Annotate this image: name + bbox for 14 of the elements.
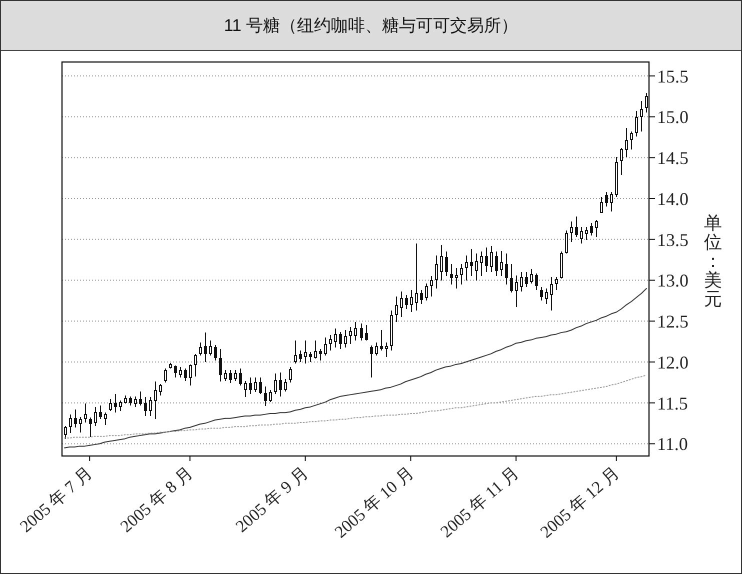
y-tick-label: 11.0: [657, 434, 688, 454]
line-series: [64, 374, 647, 439]
y-tick-label: 15.5: [657, 66, 688, 86]
y-tick-label: 15.0: [657, 107, 688, 128]
y-tick-label: 13.5: [657, 230, 688, 250]
y-tick-label: 14.0: [657, 188, 688, 209]
y-axis-title: 单位：美元: [703, 213, 723, 309]
line-series: [64, 288, 647, 448]
chart-title: 11 号糖（纽约咖啡、糖与可可交易所）: [1, 1, 741, 51]
y-tick-label: 12.5: [657, 312, 688, 332]
y-tick-label: 11.5: [657, 393, 688, 414]
y-tick-label: 12.0: [657, 352, 688, 372]
y-tick-label: 14.5: [657, 148, 688, 168]
y-tick-label: 13.0: [657, 270, 688, 291]
